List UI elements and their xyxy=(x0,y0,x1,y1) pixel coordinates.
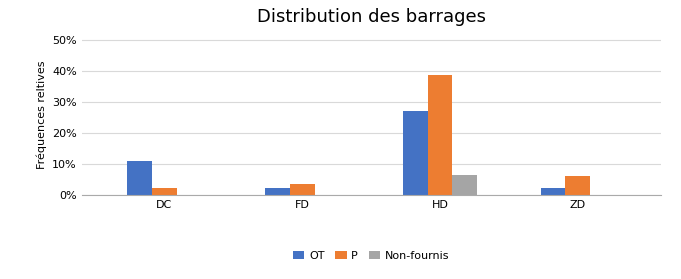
Legend: OT, P, Non-fournis: OT, P, Non-fournis xyxy=(289,246,454,265)
Y-axis label: Fréquences reltives: Fréquences reltives xyxy=(36,60,46,169)
Bar xyxy=(152,187,177,195)
Bar xyxy=(290,184,315,195)
Title: Distribution des barrages: Distribution des barrages xyxy=(257,8,486,27)
Bar xyxy=(428,76,452,195)
Bar xyxy=(565,176,590,195)
Bar xyxy=(403,111,428,195)
Bar xyxy=(452,175,477,195)
Bar xyxy=(265,187,290,195)
Bar xyxy=(127,161,152,195)
Bar xyxy=(541,187,565,195)
